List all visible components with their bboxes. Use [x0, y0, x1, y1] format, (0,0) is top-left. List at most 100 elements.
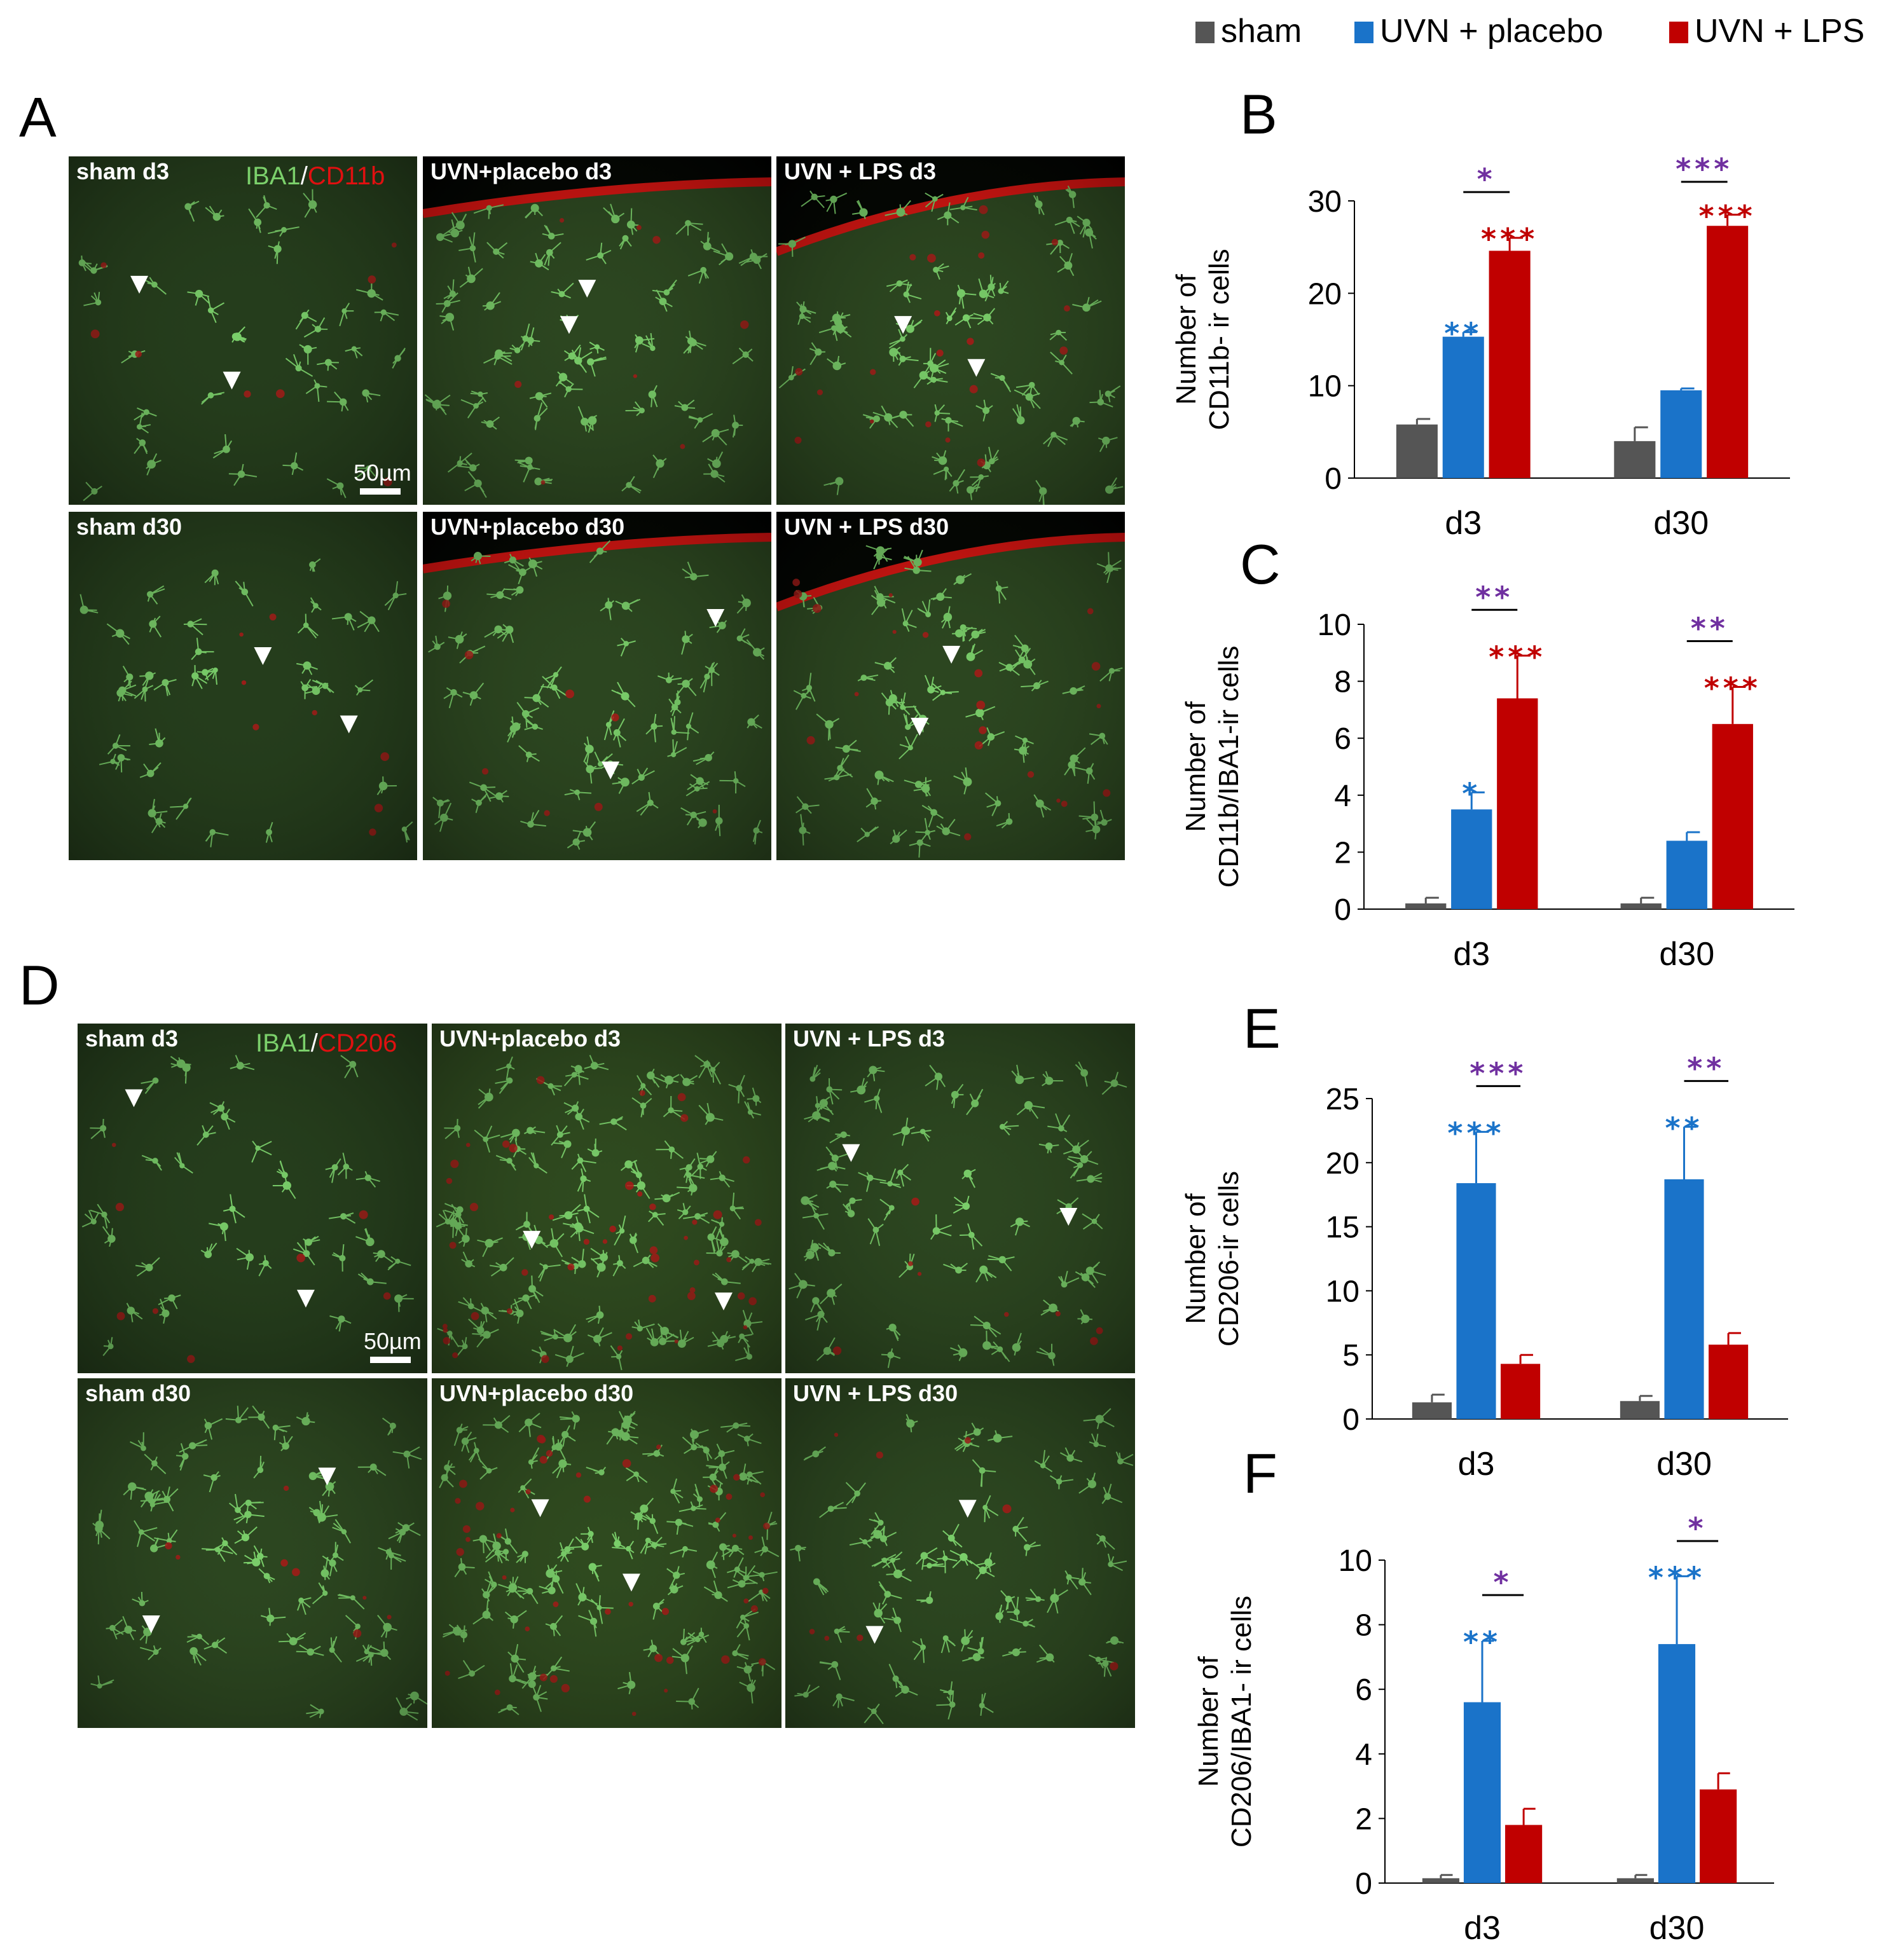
- bar: [1463, 1702, 1501, 1883]
- y-axis-title-line: Number of: [1180, 701, 1211, 832]
- vignette: [776, 156, 1125, 505]
- arrowhead-marker: [223, 371, 241, 390]
- significance-star: ***: [1447, 1116, 1504, 1150]
- y-axis-title-line: CD11b- ir cells: [1204, 249, 1235, 430]
- bar: [1501, 1364, 1541, 1419]
- y-tick-label: 15: [1326, 1211, 1360, 1245]
- bar: [1614, 441, 1656, 478]
- legend-swatch: [1669, 22, 1688, 43]
- y-axis-title: Number of CD206-ir cells: [1180, 1171, 1244, 1347]
- y-tick-label: 6: [1355, 1673, 1372, 1707]
- micrograph-label: UVN+placebo d30: [430, 514, 624, 540]
- legend-entry: UVN + LPS: [1669, 13, 1864, 50]
- legend-entry: sham: [1195, 13, 1302, 50]
- arrowhead-marker: [578, 280, 596, 298]
- vignette: [432, 1024, 781, 1373]
- legend-label: sham: [1221, 13, 1302, 50]
- y-axis-title: Number of CD206/IBA1- ir cells: [1193, 1596, 1257, 1847]
- x-category-label: d30: [1659, 936, 1714, 973]
- panel-letter: C: [1240, 533, 1281, 596]
- arrowhead-marker: [958, 1500, 977, 1518]
- vignette: [423, 156, 771, 505]
- bar: [1396, 424, 1438, 478]
- bar: [1700, 1789, 1737, 1883]
- micrograph-label: UVN + LPS d3: [784, 158, 936, 184]
- arrowhead-marker: [340, 715, 358, 734]
- significance-star: *: [1494, 1565, 1513, 1600]
- chart-C: C Number of CD11b/IBA1-ir cells 0 2 4 6 8 10 d3 d3…: [1180, 533, 1794, 973]
- y-tick-label: 25: [1326, 1083, 1360, 1116]
- micrograph-label: sham d3: [76, 158, 169, 184]
- micrograph-label: sham d3: [85, 1025, 178, 1052]
- micrograph-label: UVN + LPS d30: [784, 514, 949, 540]
- x-category-label: d30: [1656, 1446, 1712, 1483]
- y-tick-label: 0: [1334, 893, 1351, 927]
- significance-star: **: [1444, 316, 1482, 350]
- scale-bar-label: 50µm: [354, 460, 411, 486]
- bar: [1405, 903, 1447, 909]
- y-tick-label: 2: [1355, 1802, 1372, 1836]
- bar: [1616, 1878, 1654, 1883]
- vignette: [785, 1378, 1135, 1728]
- micrograph-label: UVN+placebo d30: [439, 1380, 633, 1406]
- bar: [1666, 840, 1707, 909]
- micrograph-tile: UVN + LPS d30: [785, 1378, 1135, 1728]
- micrograph-tile: UVN+placebo d30: [423, 512, 771, 860]
- significance-star: ***: [1704, 671, 1761, 706]
- significance-star: ***: [1648, 1560, 1705, 1594]
- y-axis-title-line: CD206-ir cells: [1213, 1171, 1244, 1347]
- y-tick-label: 5: [1342, 1339, 1360, 1373]
- arrowhead-marker: [254, 647, 272, 665]
- legend: sham UVN + placebo UVN + LPS: [1195, 13, 1864, 50]
- y-axis-title-line: Number of: [1193, 1656, 1224, 1787]
- y-tick-label: 0: [1342, 1403, 1360, 1437]
- bar: [1412, 1402, 1452, 1419]
- micrograph-tile: UVN+placebo d3: [423, 156, 771, 505]
- vignette: [69, 156, 417, 505]
- arrowhead-marker: [942, 645, 961, 664]
- significance-star: ***: [1676, 152, 1733, 186]
- arrowhead-marker: [706, 609, 725, 627]
- bar: [1707, 226, 1749, 478]
- legend-entry: UVN + placebo: [1354, 13, 1603, 50]
- arrowhead-marker: [602, 761, 620, 779]
- bar: [1442, 336, 1484, 478]
- significance-star: ***: [1489, 640, 1546, 674]
- significance-star: **: [1665, 1111, 1703, 1145]
- bar: [1456, 1183, 1496, 1419]
- x-category-label: d3: [1458, 1446, 1495, 1483]
- y-tick-label: 30: [1308, 185, 1342, 219]
- micrograph-label: UVN + LPS d30: [793, 1380, 958, 1406]
- x-category-label: d3: [1464, 1910, 1501, 1947]
- y-tick-label: 6: [1334, 722, 1351, 756]
- stain-label: IBA1/CD11b: [245, 162, 385, 190]
- y-tick-label: 20: [1308, 277, 1342, 311]
- y-axis-title-line: Number of: [1180, 1193, 1211, 1324]
- panel-letter: A: [19, 86, 57, 149]
- arrowhead-marker: [531, 1499, 549, 1518]
- micrograph-tile: sham d30: [69, 512, 417, 860]
- y-tick-label: 10: [1318, 608, 1351, 642]
- bar: [1489, 250, 1531, 478]
- panel-letter: D: [19, 954, 60, 1017]
- significance-star: **: [1475, 580, 1513, 614]
- y-tick-label: 10: [1326, 1275, 1360, 1308]
- significance-star: ***: [1470, 1056, 1527, 1090]
- panel-letter: B: [1240, 83, 1277, 146]
- vignette: [78, 1024, 427, 1373]
- arrowhead-marker: [1059, 1208, 1078, 1226]
- chart-F: F Number of CD206/IBA1- ir cells 0 2 4 6 8 10 d3 d…: [1193, 1442, 1774, 1947]
- arrowhead-marker: [911, 718, 929, 736]
- micrograph-tile: UVN + LPS d3: [785, 1024, 1135, 1373]
- arrowhead-marker: [714, 1292, 733, 1311]
- x-category-label: d3: [1453, 936, 1490, 973]
- bar: [1620, 1401, 1660, 1419]
- y-axis-title-line: CD11b/IBA1-ir cells: [1213, 646, 1244, 888]
- significance-star: **: [1691, 612, 1729, 646]
- vignette: [432, 1378, 781, 1728]
- scale-bar: [360, 488, 401, 495]
- micrograph-label: UVN + LPS d3: [793, 1025, 945, 1052]
